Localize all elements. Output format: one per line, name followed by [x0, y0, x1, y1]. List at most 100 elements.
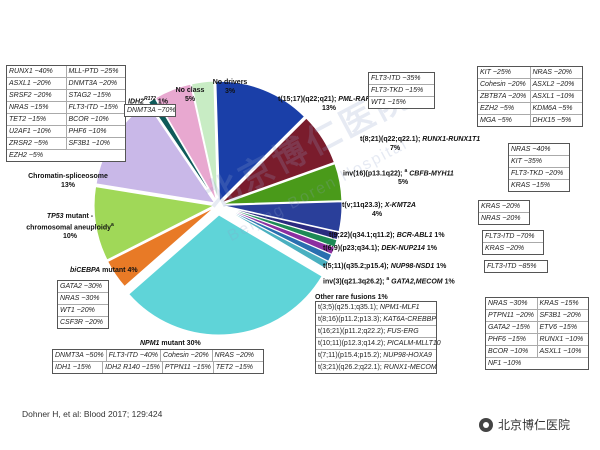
table-cell: KRAS ~15% [511, 182, 551, 189]
label-cbfb: inv(16)(p13.1q22); a CBFB-MYH11 5% [343, 168, 454, 187]
co-mutation-table-runx1: KIT ~25% NRAS ~20% Cohesin ~20% ASXL2 ~20% Z… [477, 66, 583, 127]
table-cell: STAG2 ~15% [65, 90, 126, 101]
table-row: KRAS ~20% [483, 242, 543, 254]
table-cell: NRAS ~30% [60, 295, 100, 302]
table-cell: PHF6 ~10% [65, 126, 126, 137]
table-row: FLT3-ITD ~70% [483, 231, 543, 242]
table-cell: KIT ~25% [480, 69, 511, 76]
label-pml-rara: t(15;17)(q22;q21); PML-RARA 13% [278, 96, 376, 112]
table-row: NRAS ~15% FLT3-ITD ~15% [7, 101, 125, 113]
table-cell: SF3B1 ~20% [536, 310, 589, 321]
table-cell: NRAS ~30% [488, 300, 528, 307]
table-cell: MGA ~5% [480, 117, 512, 124]
rare-fusions-list: t(3;5)(q25.1;q35.1); NPM1-MLF1 t(8;16)(p1… [315, 301, 441, 374]
table-row: KIT ~25% NRAS ~20% [478, 67, 582, 78]
rare-fusion-text: t(3;5)(q25.1;q35.1); NPM1-MLF1 [318, 304, 420, 311]
table-cell: SRSF2 ~20% [9, 92, 52, 99]
table-row: CSF3R ~20% [58, 316, 108, 328]
table-row: DNMT3A ~50% FLT3-ITD ~40% Cohesin ~20% NRAS… [53, 350, 263, 361]
table-cell: KRAS ~15% [536, 298, 589, 309]
rare-fusion-item: t(16;21)(p11.2;q22.2); FUS-ERG [316, 325, 436, 337]
rare-fusion-text: t(7;11)(p15.4;p15.2); NUP98-HOXA9 [318, 352, 432, 359]
pie-slice [93, 186, 216, 261]
table-cell: DNMT3A ~20% [65, 78, 126, 89]
table-row: Cohesin ~20% ASXL2 ~20% [478, 78, 582, 90]
table-cell: IDH1 ~15% [55, 364, 91, 371]
table-cell: BCOR ~10% [488, 348, 529, 355]
table-cell: FLT3-ITD ~35% [371, 75, 421, 82]
co-mutation-table-chromatin: RUNX1 ~40% MLL-PTD ~25% ASXL1 ~20% DNMT3A ~… [6, 65, 126, 162]
table-cell: PHF6 ~15% [488, 336, 526, 343]
table-row: BCOR ~10% ASXL1 ~10% [486, 345, 588, 357]
brand-watermark: 北京博仁医院 [478, 416, 570, 433]
table-cell: SF3B1 ~10% [65, 138, 126, 149]
table-cell: DNMT3A ~50% [55, 352, 104, 359]
table-row: ZRSR2 ~5% SF3B1 ~10% [7, 137, 125, 149]
table-cell: NRAS ~20% [481, 215, 521, 222]
table-cell: FLT3-ITD ~85% [487, 263, 537, 270]
table-row: EZH2 ~5% KDM6A ~5% [478, 102, 582, 114]
table-cell: ASXL2 ~20% [529, 79, 583, 90]
table-cell: WT1 ~20% [60, 307, 95, 314]
table-cell: KRAS ~20% [481, 203, 521, 210]
table-cell: NRAS ~20% [529, 67, 583, 78]
table-row: KRAS ~15% [509, 179, 569, 191]
table-cell: ASXL1 ~10% [529, 91, 583, 102]
table-cell: DNMT3A ~70% [127, 107, 176, 114]
co-mutation-table-pml-rara: FLT3-ITD ~35% FLT3-TKD ~15% WT1 ~15% [368, 72, 435, 109]
rare-fusion-text: t(3;21)(q26.2;q22.1); RUNX1-MECOM [318, 364, 437, 371]
wechat-icon [478, 417, 493, 432]
table-row: FLT3-TKD ~15% [369, 84, 434, 96]
label-no-drivers: No drivers 3% [212, 79, 248, 95]
label-nup98-nsd1: t(5;11)(q35.2;p15.4); NUP98-NSD1 1% [323, 263, 447, 270]
table-cell: NRAS ~15% [9, 104, 49, 111]
table-cell: ZRSR2 ~5% [9, 140, 49, 147]
co-mutation-table-npm1: DNMT3A ~50% FLT3-ITD ~40% Cohesin ~20% NRAS… [52, 349, 264, 374]
co-mutation-table-kmt2a: KRAS ~20% NRAS ~20% [478, 200, 530, 225]
table-row: TET2 ~15% BCOR ~10% [7, 113, 125, 125]
pie-slice [215, 80, 306, 203]
table-row: ZBTB7A ~20% ASXL1 ~10% [478, 90, 582, 102]
table-row: GATA2 ~30% [58, 281, 108, 292]
rare-fusion-text: t(8;16)(p11.2;p13.3); KAT6A-CREBBP [318, 316, 437, 323]
table-cell: KDM6A ~5% [529, 103, 583, 114]
brand-name: 北京博仁医院 [497, 418, 570, 432]
label-other-rare-fusions: Other rare fusions 1% [315, 294, 388, 301]
table-row: NF1 ~10% [486, 357, 588, 369]
pie-slice [221, 201, 343, 233]
table-cell: TET2 ~15% [212, 362, 263, 373]
label-tp53: TP53 mutant - chromosomal aneuploidya 10… [26, 213, 114, 241]
rare-fusion-item: t(10;11)(p12.3;q14.2); PICALM-MLLT10 [316, 337, 441, 349]
co-mutation-table-cebpa: GATA2 ~30% NRAS ~30% WT1 ~20% CSF3R ~20% [57, 280, 109, 329]
table-cell: NRAS ~20% [211, 350, 263, 361]
table-cell: EZH2 ~5% [9, 152, 44, 159]
table-row: WT1 ~20% [58, 304, 108, 316]
rare-fusion-item: t(7;11)(p15.4;p15.2); NUP98-HOXA9 [316, 349, 436, 361]
table-cell: ASXL1 ~20% [9, 80, 51, 87]
label-dek-nup214: t(6;9)(p23;q34.1); DEK-NUP214 1% [323, 245, 437, 252]
co-mutation-table-cbfb: NRAS ~40% KIT ~35% FLT3-TKD ~20% KRAS ~15% [508, 143, 570, 192]
table-row: FLT3-ITD ~85% [485, 261, 547, 272]
table-row: NRAS ~30% KRAS ~15% [486, 298, 588, 309]
pie-slice [128, 214, 323, 336]
table-cell: ETV6 ~15% [536, 322, 589, 333]
table-row: PHF6 ~15% RUNX1 ~10% [486, 333, 588, 345]
table-cell: ASXL1 ~10% [536, 346, 589, 357]
table-cell: FLT3-TKD ~20% [511, 170, 564, 177]
table-cell: TET2 ~15% [9, 116, 47, 123]
rare-fusion-text: t(10;11)(p12.3;q14.2); PICALM-MLLT10 [318, 340, 441, 347]
table-cell: KRAS ~20% [485, 245, 525, 252]
table-row: IDH1 ~15% IDH2 R140 ~15% PTPN11 ~15% TET2 ~… [53, 361, 263, 373]
pie-slice [221, 163, 343, 205]
table-row: ASXL1 ~20% DNMT3A ~20% [7, 77, 125, 89]
pie-slice [190, 80, 219, 202]
rare-fusion-item: t(3;5)(q25.1;q35.1); NPM1-MLF1 [316, 302, 436, 313]
table-cell: FLT3-TKD ~15% [371, 87, 424, 94]
table-cell: ZBTB7A ~20% [480, 93, 527, 100]
table-row: NRAS ~40% [509, 144, 569, 155]
label-runx1: t(8;21)(q22;q22.1); RUNX1-RUNX1T1 7% [360, 136, 481, 152]
pie-slice [221, 206, 330, 269]
table-cell: GATA2 ~30% [60, 283, 102, 290]
rare-fusion-item: t(8;16)(p11.2;p13.3); KAT6A-CREBBP [316, 313, 436, 325]
